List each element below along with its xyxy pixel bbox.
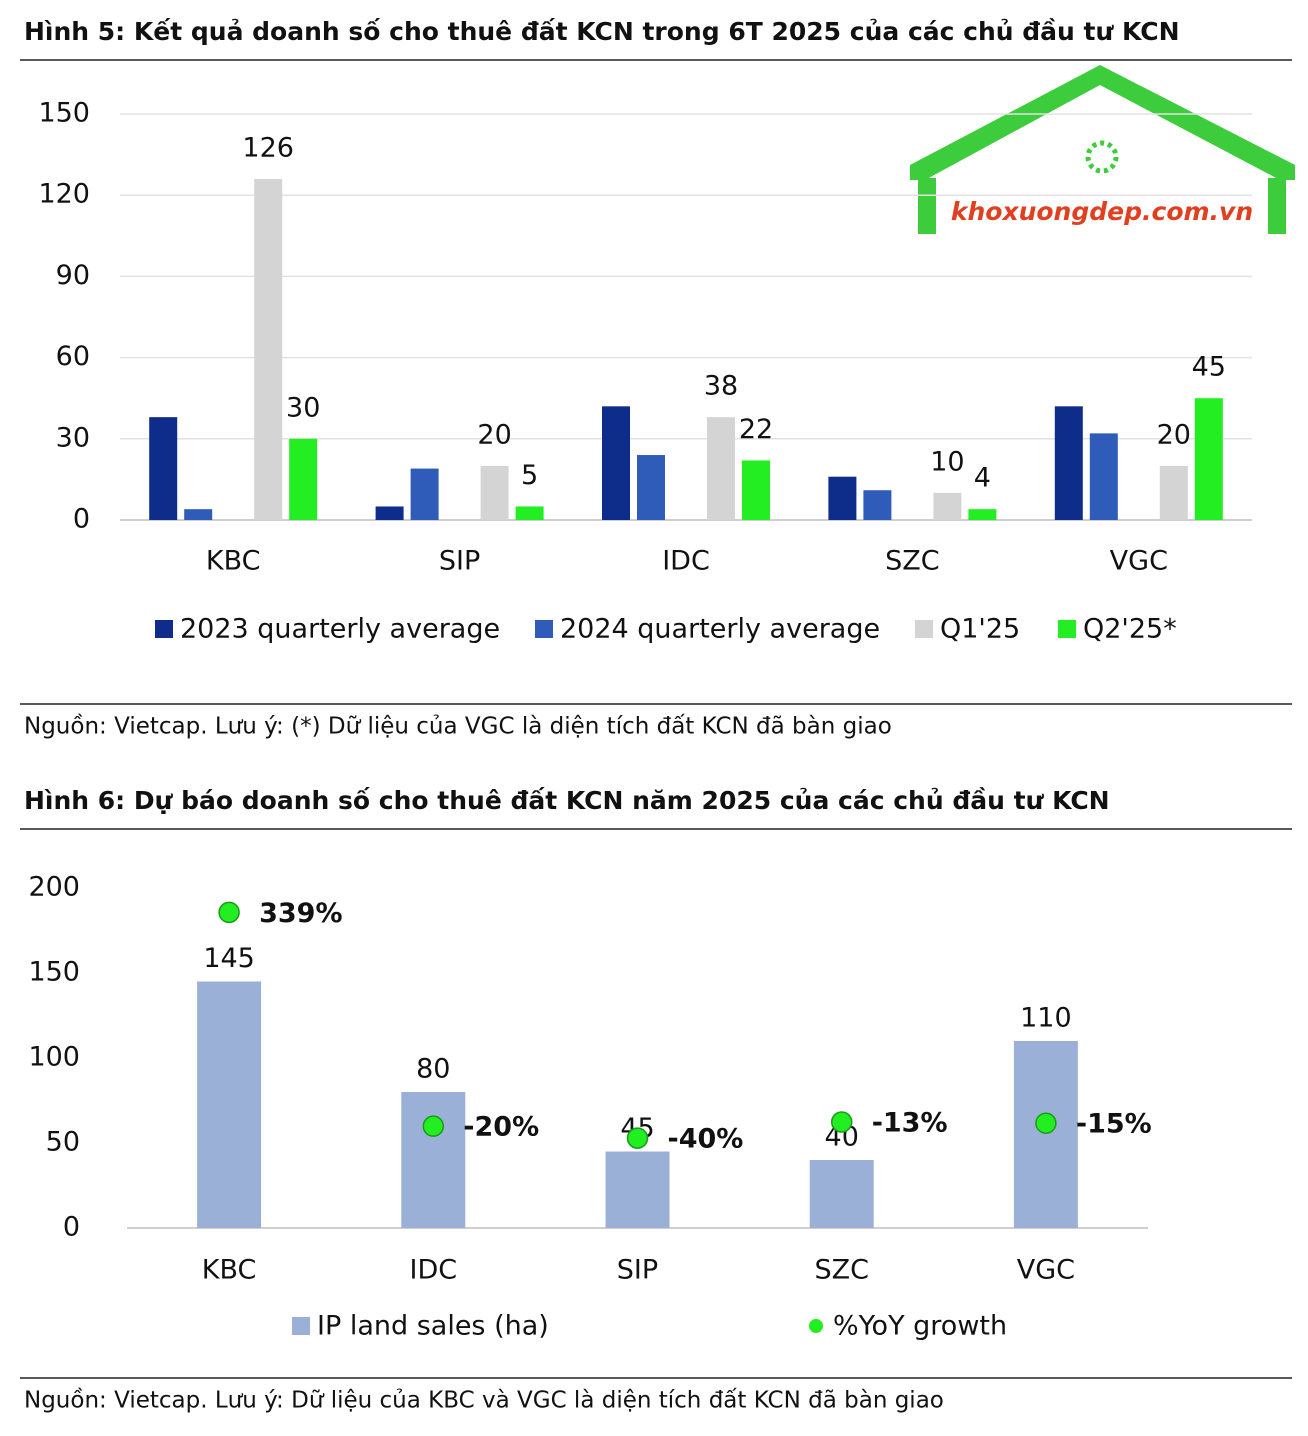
bar xyxy=(149,417,178,520)
x-tick-label: KBC xyxy=(206,546,261,577)
figure-source: Nguồn: Vietcap. Lưu ý: Dữ liệu của KBC v… xyxy=(24,1388,944,1414)
legend-swatch xyxy=(535,620,553,638)
growth-label: 339% xyxy=(259,898,342,929)
y-tick-label: 60 xyxy=(56,341,90,372)
figure-source: Nguồn: Vietcap. Lưu ý: (*) Dữ liệu của V… xyxy=(24,714,892,740)
growth-label: -15% xyxy=(1076,1109,1152,1140)
x-tick-label: VGC xyxy=(1017,1255,1075,1286)
y-tick-label: 50 xyxy=(46,1127,80,1158)
bar xyxy=(1194,398,1223,520)
legend-swatch xyxy=(292,1317,310,1335)
growth-label: -20% xyxy=(463,1112,539,1143)
house-wall xyxy=(1268,178,1286,234)
y-tick-label: 200 xyxy=(28,872,80,903)
figure-title: Hình 6: Dự báo doanh số cho thuê đất KCN… xyxy=(24,786,1110,815)
legend-swatch xyxy=(155,620,173,638)
y-tick-label: 150 xyxy=(28,957,80,988)
bar xyxy=(410,468,439,520)
bar xyxy=(828,476,857,520)
bar xyxy=(1013,1041,1078,1228)
bar xyxy=(1054,406,1083,520)
house-roof xyxy=(910,65,1295,180)
legend-label: 2023 quarterly average xyxy=(180,614,500,645)
house-wall xyxy=(918,178,936,234)
x-tick-label: VGC xyxy=(1110,546,1168,577)
data-label: 30 xyxy=(286,392,320,423)
watermark: khoxuongdep.com.vn xyxy=(910,65,1295,234)
x-tick-label: IDC xyxy=(409,1255,457,1286)
growth-dot xyxy=(830,1111,853,1133)
legend-swatch xyxy=(809,1319,823,1333)
x-tick-label: KBC xyxy=(202,1255,257,1286)
data-label: 22 xyxy=(739,414,773,445)
y-tick-label: 30 xyxy=(56,422,90,453)
x-tick-label: SIP xyxy=(617,1255,658,1286)
x-tick-label: SZC xyxy=(814,1255,869,1286)
watermark-text: khoxuongdep.com.vn xyxy=(951,197,1253,226)
bar xyxy=(254,178,283,520)
bar xyxy=(184,509,213,520)
bar xyxy=(605,1151,670,1228)
bar xyxy=(707,417,735,520)
data-label: 5 xyxy=(521,460,538,491)
legend-label: Q1'25 xyxy=(940,614,1020,645)
logo xyxy=(1085,140,1119,174)
data-label: 20 xyxy=(1157,419,1191,450)
bar xyxy=(401,1092,466,1228)
y-tick-label: 150 xyxy=(38,98,90,129)
data-label: 126 xyxy=(242,132,294,163)
legend-label: Q2'25* xyxy=(1083,614,1177,645)
bar xyxy=(1089,433,1118,520)
x-tick-label: SZC xyxy=(885,546,940,577)
legend-label: 2024 quarterly average xyxy=(560,614,880,645)
y-tick-label: 100 xyxy=(28,1042,80,1073)
figure-title: Hình 5: Kết quả doanh số cho thuê đất KC… xyxy=(24,17,1180,46)
legend-swatch xyxy=(1058,620,1076,638)
bar xyxy=(480,465,509,520)
bar xyxy=(809,1160,874,1228)
bar xyxy=(515,506,544,520)
legend-label: IP land sales (ha) xyxy=(317,1311,549,1342)
legend-label: %YoY growth xyxy=(833,1311,1007,1342)
y-tick-label: 0 xyxy=(73,504,90,535)
growth-dot xyxy=(422,1115,445,1137)
growth-dot xyxy=(1035,1112,1057,1134)
bar xyxy=(289,438,318,520)
bar xyxy=(197,981,262,1228)
y-tick-label: 90 xyxy=(56,260,90,291)
x-tick-label: IDC xyxy=(662,546,710,577)
y-tick-label: 120 xyxy=(38,179,90,210)
bar xyxy=(637,455,665,520)
x-tick-label: SIP xyxy=(439,546,480,577)
bar xyxy=(1159,465,1188,520)
bar xyxy=(863,490,892,520)
growth-dot xyxy=(218,901,240,924)
data-label: 110 xyxy=(1020,1003,1072,1034)
legend-swatch xyxy=(915,620,933,638)
bar xyxy=(933,492,962,520)
data-label: 145 xyxy=(203,943,255,974)
growth-label: -40% xyxy=(668,1124,744,1155)
bar xyxy=(742,460,770,520)
growth-label: -13% xyxy=(872,1108,948,1139)
data-label: 80 xyxy=(416,1054,450,1085)
y-tick-label: 0 xyxy=(63,1212,80,1243)
bar xyxy=(375,506,404,520)
growth-dot xyxy=(626,1127,649,1149)
bar xyxy=(602,406,630,520)
data-label: 10 xyxy=(930,446,964,477)
data-label: 4 xyxy=(974,463,991,494)
bar xyxy=(968,509,997,520)
data-label: 38 xyxy=(704,371,738,402)
data-label: 45 xyxy=(1192,352,1226,383)
data-label: 20 xyxy=(477,419,511,450)
